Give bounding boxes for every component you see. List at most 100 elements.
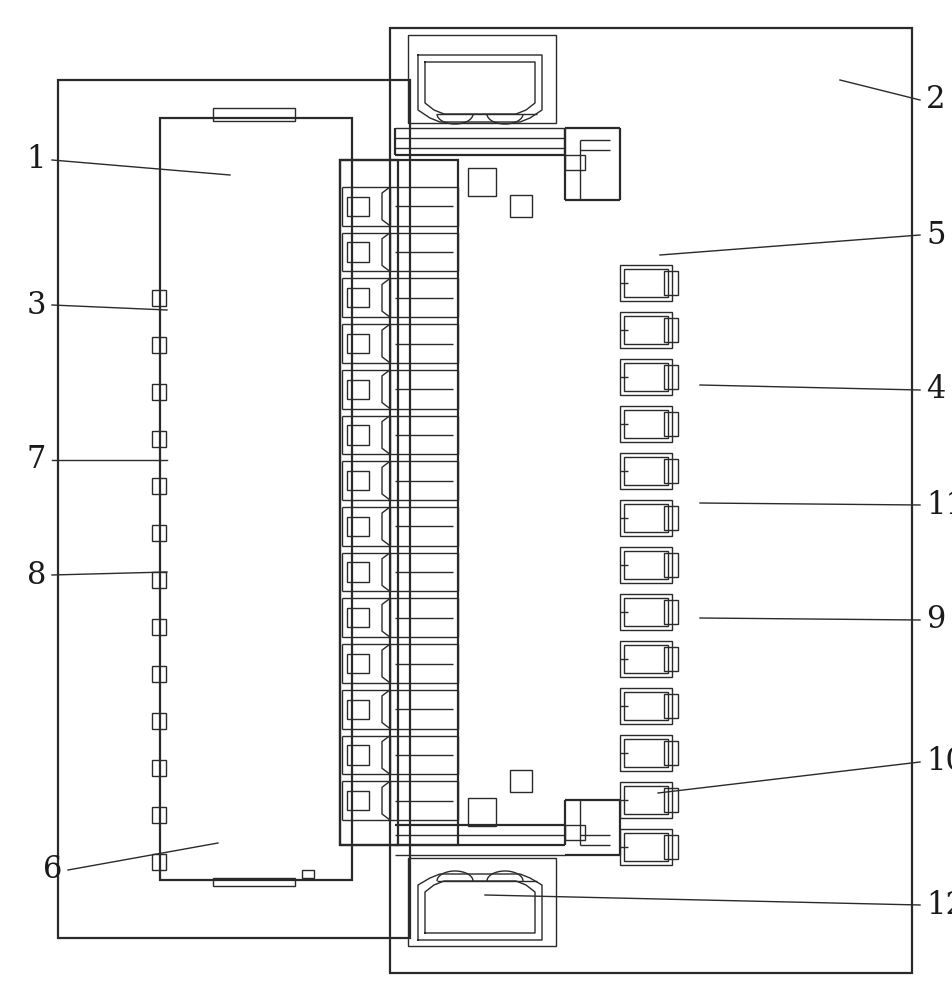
Bar [565, 155, 585, 170]
Text: 10: 10 [926, 746, 952, 778]
Bar [624, 551, 668, 579]
Bar [510, 770, 532, 792]
Bar [390, 553, 458, 591]
Bar [340, 160, 398, 845]
Bar [347, 288, 369, 307]
Bar [664, 694, 678, 718]
Text: 3: 3 [27, 290, 46, 320]
Bar [620, 500, 672, 536]
Bar [390, 370, 458, 409]
Bar [347, 242, 369, 262]
Bar [347, 334, 369, 353]
Bar [664, 741, 678, 765]
Bar [620, 406, 672, 442]
Bar [624, 645, 668, 673]
Bar [390, 507, 458, 546]
Bar [390, 690, 458, 729]
Text: 11: 11 [926, 489, 952, 520]
Bar [347, 608, 369, 627]
Bar [152, 290, 166, 306]
Bar [152, 384, 166, 400]
Bar [347, 425, 369, 445]
Bar [152, 337, 166, 353]
Bar [347, 700, 369, 719]
Bar [390, 324, 458, 363]
Text: 2: 2 [926, 85, 945, 115]
Text: 12: 12 [926, 890, 952, 920]
Bar [620, 359, 672, 395]
Bar [152, 525, 166, 541]
Bar [620, 688, 672, 724]
Bar [664, 506, 678, 530]
Bar [624, 410, 668, 438]
Bar [664, 647, 678, 671]
Bar [624, 786, 668, 814]
Bar [664, 271, 678, 295]
Bar [58, 80, 410, 938]
Bar [347, 197, 369, 216]
Bar [664, 412, 678, 436]
Text: 6: 6 [43, 854, 62, 886]
Text: 1: 1 [27, 144, 46, 176]
Bar [347, 471, 369, 490]
Bar [664, 365, 678, 389]
Bar [347, 562, 369, 582]
Bar [390, 644, 458, 683]
Bar [664, 318, 678, 342]
Bar [664, 788, 678, 812]
Bar [347, 654, 369, 673]
Bar [664, 459, 678, 483]
Bar [664, 835, 678, 859]
Bar [620, 829, 672, 865]
Bar [390, 781, 458, 820]
Text: 7: 7 [27, 444, 46, 476]
Bar [624, 269, 668, 297]
Bar [347, 517, 369, 536]
Bar [390, 416, 458, 454]
Bar [152, 854, 166, 870]
Bar [340, 160, 458, 845]
Text: 9: 9 [926, 604, 945, 636]
Bar [160, 118, 352, 880]
Bar [347, 791, 369, 810]
Bar [390, 278, 458, 317]
Bar [620, 641, 672, 677]
Bar [620, 735, 672, 771]
Bar [620, 547, 672, 583]
Text: 5: 5 [926, 220, 945, 250]
Bar [152, 807, 166, 823]
Bar [624, 833, 668, 861]
Bar [152, 431, 166, 447]
Bar [624, 739, 668, 767]
Bar [152, 572, 166, 588]
Bar [390, 736, 458, 774]
Bar [565, 825, 585, 840]
Bar [664, 600, 678, 624]
Bar [347, 745, 369, 765]
Bar [390, 187, 458, 226]
Bar [620, 312, 672, 348]
Bar [510, 195, 532, 217]
Text: 4: 4 [926, 374, 945, 406]
Bar [213, 878, 295, 886]
Bar [302, 870, 314, 878]
Text: 8: 8 [27, 560, 46, 590]
Bar [152, 713, 166, 729]
Bar [620, 594, 672, 630]
Bar [390, 461, 458, 500]
Bar [390, 598, 458, 637]
Bar [620, 453, 672, 489]
Bar [213, 108, 295, 121]
Bar [624, 457, 668, 485]
Bar [664, 553, 678, 577]
Bar [620, 782, 672, 818]
Bar [468, 168, 496, 196]
Bar [408, 858, 556, 946]
Bar [390, 28, 912, 973]
Bar [408, 35, 556, 123]
Bar [624, 316, 668, 344]
Bar [624, 504, 668, 532]
Bar [152, 760, 166, 776]
Bar [620, 265, 672, 301]
Bar [152, 666, 166, 682]
